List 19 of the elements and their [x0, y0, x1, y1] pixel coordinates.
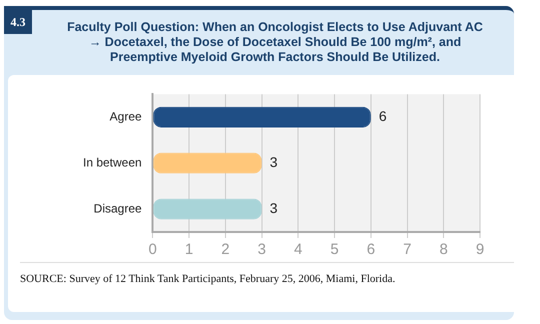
y-tick-label: Agree — [110, 109, 142, 124]
text: 4.3 — [4, 10, 32, 34]
chart-title: Faculty Poll Question: When an Oncologist Elects to Use Adjuvant AC → Docetaxel, the Dose of Docetaxel Should Be 100 mg/m², and Preemptive Myeloid Growth Factors Should Be Utilized. — [66, 20, 484, 65]
data-label: 3 — [270, 200, 278, 216]
x-tick-label: 0 — [148, 241, 157, 258]
y-tick-label: Disagree — [94, 201, 142, 216]
x-tick-label: 6 — [366, 241, 376, 258]
x-tick-label: 2 — [221, 241, 230, 258]
data-label: 3 — [270, 154, 278, 170]
x-tick-label: 8 — [439, 241, 448, 258]
data-label: 6 — [378, 108, 387, 124]
x-tick-label: 9 — [476, 241, 484, 258]
x-tick-label: 3 — [258, 241, 266, 258]
x-tick-label: 1 — [184, 241, 194, 258]
source-note: SOURCE: Survey of 12 Think Tank Participants, February 25, 2006, Miami, Florida. — [20, 273, 396, 285]
x-tick-label: 5 — [330, 241, 339, 258]
x-tick-label: 7 — [403, 241, 412, 258]
x-tick-label: 4 — [294, 241, 302, 258]
y-tick-label: In between — [82, 155, 142, 170]
